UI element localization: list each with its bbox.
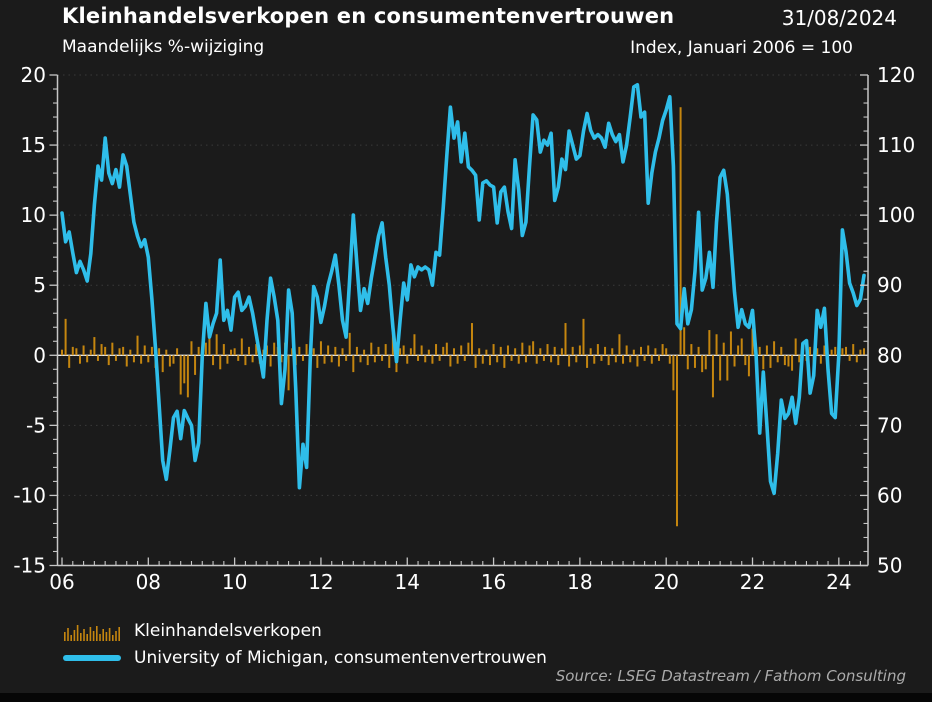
axis-tick-label: 24 — [826, 570, 851, 594]
legend-label-confidence: University of Michigan, consumentenvertr… — [134, 647, 547, 668]
axis-tick-label: 90 — [877, 273, 902, 297]
axis-tick-label: 20 — [653, 570, 678, 594]
axis-tick-label: 14 — [395, 570, 420, 594]
report-date: 31/08/2024 — [781, 6, 897, 30]
consumer-confidence-line — [60, 83, 866, 496]
axis-tick-label: 80 — [877, 343, 902, 367]
legend: Kleinhandelsverkopen University of Michi… — [63, 617, 547, 671]
axis-tick-label: 20 — [21, 63, 46, 87]
left-axis-subtitle: Maandelijks %-wijziging — [62, 37, 265, 57]
axis-tick-label: 12 — [308, 570, 333, 594]
axis-tick-label: 120 — [877, 63, 915, 87]
source-credit: Source: LSEG Datastream / Fathom Consult… — [555, 667, 906, 685]
axis-tick-label: 08 — [136, 570, 161, 594]
axis-tick-label: 0 — [33, 343, 46, 367]
axis-tick-label: 16 — [481, 570, 506, 594]
right-axis-subtitle: Index, Januari 2006 = 100 — [630, 38, 853, 58]
axis-tick-label: 50 — [877, 554, 902, 578]
axis-tick-label: 22 — [740, 570, 765, 594]
axis-tick-label: 10 — [222, 570, 247, 594]
bar-series-swatch-icon — [64, 624, 120, 641]
axis-tick-label: 60 — [877, 483, 902, 507]
axis-tick-label: -10 — [13, 483, 46, 507]
page-title: Kleinhandelsverkopen en consumentenvertr… — [62, 4, 675, 28]
line-series-swatch-icon — [63, 654, 121, 661]
axis-tick-label: 70 — [877, 413, 902, 437]
axis-tick-label: 100 — [877, 203, 915, 227]
axis-tick-label: 15 — [21, 133, 46, 157]
axis-tick-label: 110 — [877, 133, 915, 157]
legend-item-retail: Kleinhandelsverkopen — [63, 617, 547, 644]
axis-tick-label: -15 — [13, 554, 46, 578]
axis-tick-label: -5 — [26, 413, 46, 437]
legend-label-retail: Kleinhandelsverkopen — [134, 620, 322, 641]
legend-item-confidence: University of Michigan, consumentenvertr… — [63, 644, 547, 671]
axis-tick-label: 06 — [49, 570, 74, 594]
axis-tick-label: 18 — [567, 570, 592, 594]
axis-tick-label: 10 — [21, 203, 46, 227]
axis-tick-label: 5 — [33, 273, 46, 297]
bottom-strip — [0, 693, 932, 702]
